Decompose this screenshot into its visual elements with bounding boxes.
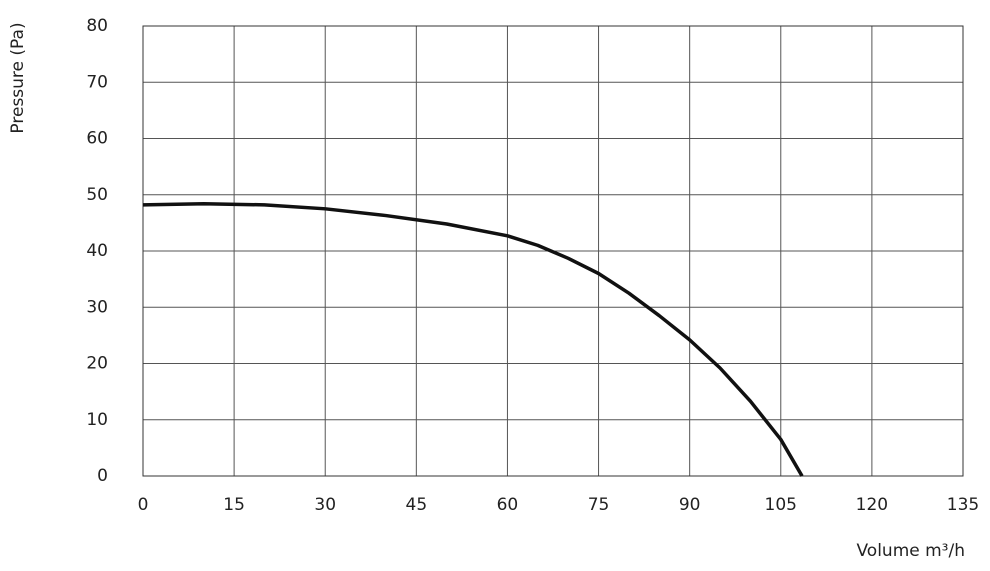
y-tick-label: 80 <box>86 16 108 36</box>
y-tick-label: 40 <box>86 241 108 261</box>
y-tick-label: 0 <box>97 466 108 486</box>
plot-frame <box>142 25 964 477</box>
y-tick-label: 10 <box>86 410 108 430</box>
y-tick-label: 70 <box>86 72 108 92</box>
x-tick-label: 90 <box>679 495 701 515</box>
y-tick-label: 50 <box>86 185 108 205</box>
x-tick-label: 0 <box>138 495 149 515</box>
y-axis-label: Pressure (Pa) <box>8 22 28 133</box>
x-tick-label: 30 <box>314 495 336 515</box>
x-tick-label: 105 <box>765 495 797 515</box>
x-tick-label: 60 <box>497 495 519 515</box>
x-tick-label: 75 <box>588 495 610 515</box>
x-tick-label: 135 <box>947 495 979 515</box>
x-axis-label: Volume m³/h <box>856 541 965 561</box>
y-tick-label: 60 <box>86 129 108 149</box>
line <box>142 202 804 477</box>
x-tick-label: 120 <box>856 495 888 515</box>
x-tick-label: 15 <box>223 495 245 515</box>
x-tick-label: 45 <box>406 495 428 515</box>
y-tick-label: 20 <box>86 354 108 374</box>
y-tick-label: 30 <box>86 297 108 317</box>
